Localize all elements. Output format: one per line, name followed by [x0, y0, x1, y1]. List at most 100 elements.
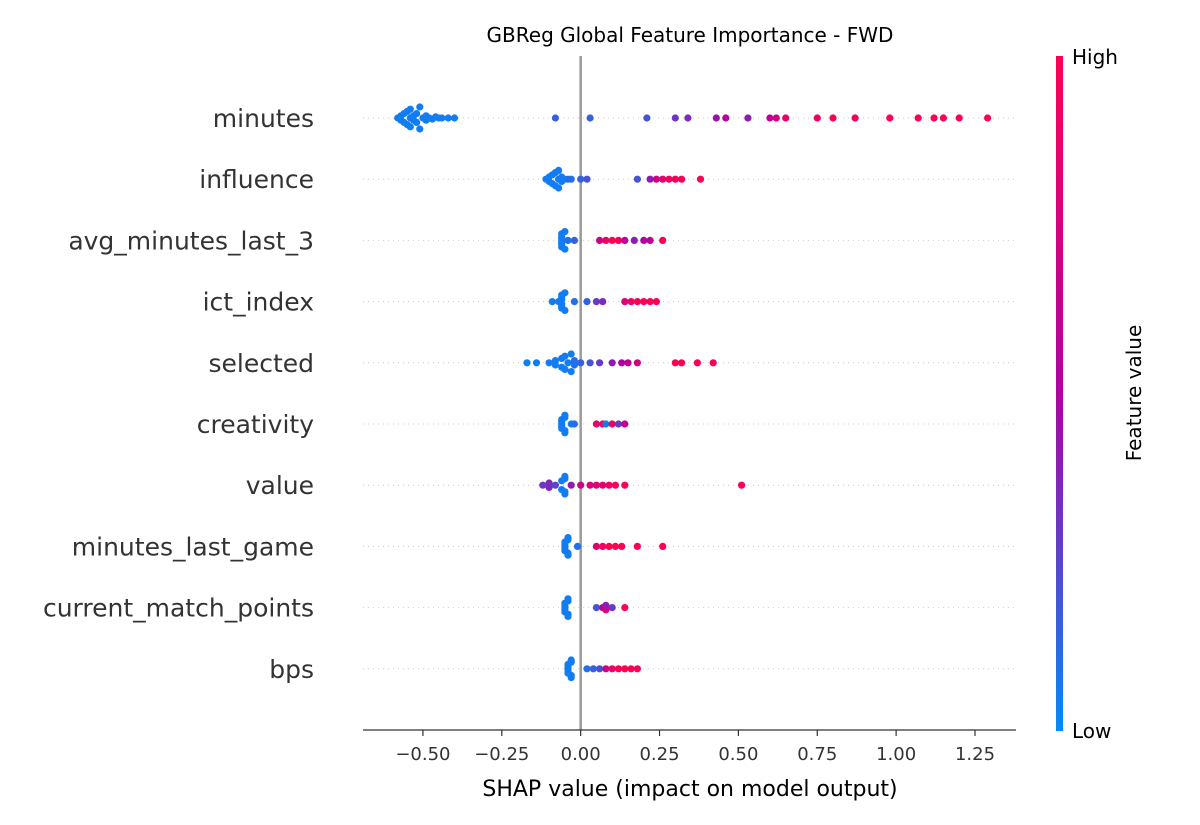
shap-point-avg_minutes_last_3 [564, 236, 572, 244]
shap-point-minutes [722, 114, 730, 122]
x-axis-ticks: −0.50 −0.25 0.00 0.25 0.50 0.75 1.00 1.25 [395, 730, 995, 765]
shap-point-bps [621, 665, 629, 673]
shap-point-minutes [444, 114, 452, 122]
shap-point-influence [583, 175, 591, 183]
x-tick-label: 0.50 [718, 744, 758, 765]
shap-point-value [738, 481, 746, 489]
feature-label-minutes: minutes [213, 104, 314, 133]
shap-point-selected [545, 359, 553, 367]
shap-point-creativity [592, 420, 601, 428]
shap-point-ict_index [561, 289, 569, 297]
shap-point-avg_minutes_last_3 [646, 236, 654, 244]
shap-point-value [567, 481, 575, 489]
shap-point-selected [561, 352, 569, 360]
shap-point-minutes_last_game [599, 542, 607, 551]
shap-point-selected [551, 357, 560, 365]
shap-point-avg_minutes_last_3 [614, 236, 623, 244]
shap-point-bps [589, 665, 597, 673]
shap-point-influence [555, 166, 563, 174]
shap-point-avg_minutes_last_3 [602, 236, 610, 244]
shap-point-value [577, 481, 585, 489]
shap-point-minutes [413, 110, 421, 118]
shap-point-ict_index [592, 298, 601, 306]
shap-point-current_match_points [564, 612, 572, 621]
shap-point-avg_minutes_last_3 [561, 228, 569, 236]
shap-point-avg_minutes_last_3 [621, 236, 629, 244]
shap-point-minutes [406, 123, 414, 131]
shap-point-minutes [984, 114, 992, 122]
feature-label-avg_minutes_last_3: avg_minutes_last_3 [68, 226, 314, 255]
shap-point-ict_index [599, 298, 607, 306]
x-tick-label: 0.75 [797, 744, 837, 765]
x-tick-label: 0.00 [561, 744, 601, 765]
shap-point-minutes_last_game [605, 542, 613, 551]
feature-label-ict_index: ict_index [203, 288, 314, 317]
shap-point-selected [523, 359, 531, 367]
shap-point-ict_index [621, 298, 629, 306]
shap-point-current_match_points [621, 604, 629, 612]
shap-point-influence [665, 175, 673, 183]
shap-point-minutes [772, 114, 780, 122]
shap-point-selected [671, 359, 679, 367]
chart-title: GBReg Global Feature Importance - FWD [487, 23, 894, 47]
shap-point-selected [693, 359, 702, 367]
shap-point-value [605, 481, 613, 489]
shap-point-selected [561, 365, 569, 373]
shap-point-bps [602, 665, 610, 673]
shap-point-creativity [561, 411, 569, 419]
shap-point-creativity [570, 420, 579, 428]
shap-point-bps [633, 665, 642, 673]
shap-point-minutes [413, 118, 421, 126]
shap-point-minutes [416, 125, 424, 133]
shap-point-minutes_last_game [633, 542, 642, 551]
shap-point-selected [633, 359, 642, 367]
feature-gridlines [363, 117, 1016, 670]
shap-point-creativity [602, 420, 610, 428]
shap-point-avg_minutes_last_3 [640, 236, 648, 244]
shap-point-ict_index [633, 298, 642, 306]
shap-point-minutes [643, 114, 651, 122]
feature-label-minutes_last_game: minutes_last_game [72, 532, 314, 561]
shap-point-minutes [766, 114, 774, 122]
shap-point-minutes [712, 114, 720, 122]
shap-point-minutes_last_game [573, 542, 582, 551]
shap-point-ict_index [570, 298, 579, 306]
shap-point-bps [567, 656, 575, 664]
shap-point-minutes [939, 114, 948, 122]
x-tick-label: 1.25 [955, 744, 995, 765]
shap-point-minutes_last_game [564, 551, 572, 559]
shap-point-creativity [608, 420, 616, 428]
shap-point-avg_minutes_last_3 [570, 236, 579, 244]
shap-point-avg_minutes_last_3 [561, 245, 569, 253]
shap-point-minutes_last_game [611, 542, 620, 551]
feature-label-creativity: creativity [197, 410, 314, 439]
shap-point-minutes [438, 114, 446, 122]
shap-point-influence [577, 175, 585, 183]
shap-point-influence [555, 184, 563, 192]
shap-point-minutes [829, 114, 837, 122]
feature-label-influence: influence [199, 165, 314, 194]
feature-label-current_match_points: current_match_points [43, 594, 314, 623]
shap-point-current_match_points [608, 604, 616, 612]
shap-point-value [561, 490, 569, 498]
shap-point-bps [608, 665, 616, 673]
shap-point-minutes [914, 114, 922, 122]
shap-point-selected [596, 359, 604, 367]
shap-point-minutes [813, 114, 821, 122]
shap-point-influence [696, 175, 705, 183]
shap-point-minutes [416, 103, 424, 111]
shap-point-value [621, 481, 629, 489]
shap-point-selected [570, 357, 579, 365]
shap-point-value [539, 481, 547, 489]
shap-point-avg_minutes_last_3 [596, 236, 604, 244]
shap-point-minutes [586, 114, 594, 122]
shap-point-minutes [851, 114, 859, 122]
shap-point-ict_index [548, 298, 556, 306]
shap-point-ict_index [640, 298, 648, 306]
colorbar [1056, 56, 1063, 731]
shap-point-minutes [450, 114, 459, 122]
x-tick-label: −0.50 [395, 744, 450, 765]
shap-point-minutes [955, 114, 963, 122]
feature-label-bps: bps [269, 655, 314, 684]
colorbar-high-label: High [1072, 45, 1118, 69]
